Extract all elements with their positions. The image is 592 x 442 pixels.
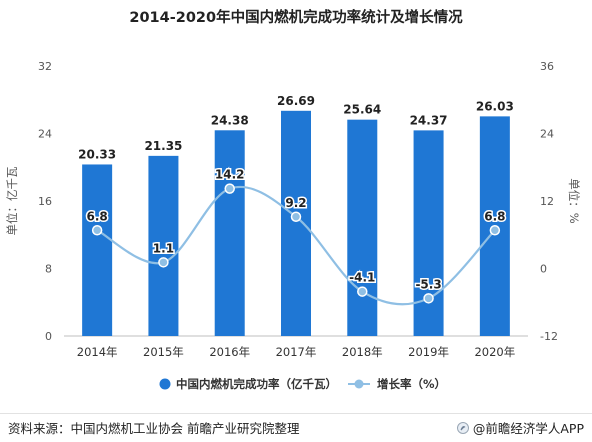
bar-value-label: 26.03 [476, 99, 514, 113]
growth-rate-label: 1.1 [153, 241, 174, 255]
y-tick-label-left: 16 [38, 195, 52, 208]
bar [214, 130, 245, 336]
growth-rate-label-halo: -5.3 [415, 277, 441, 291]
x-tick-label: 2018年 [342, 345, 383, 359]
bar [281, 110, 311, 336]
y-tick-label-right: 36 [540, 60, 554, 73]
growth-rate-point [158, 257, 169, 268]
bar [148, 155, 179, 336]
x-tick-label: 2016年 [209, 345, 250, 359]
legend-bar-label: 中国内燃机完成功率（亿千瓦） [176, 377, 337, 391]
legend-line-marker [354, 379, 364, 389]
bar-value-label: 26.69 [277, 94, 315, 108]
brand-text: @前瞻经济学人APP [472, 421, 584, 436]
bar-value-label: 21.35 [144, 139, 182, 153]
bar [82, 164, 113, 336]
source-text: 资料来源：中国内燃机工业协会 前瞻产业研究院整理 [8, 421, 300, 436]
growth-rate-label-halo: -4.1 [349, 271, 375, 285]
x-tick-label: 2014年 [77, 345, 118, 359]
source-footer: 资料来源：中国内燃机工业协会 前瞻产业研究院整理 @前瞻经济学人APP [0, 413, 592, 442]
y-tick-label-left: 8 [45, 263, 52, 276]
growth-rate-label-halo: 14.2 [215, 168, 245, 182]
y-tick-label-right: 24 [540, 128, 554, 141]
x-tick-label: 2020年 [474, 345, 515, 359]
x-tick-label: 2015年 [143, 345, 184, 359]
growth-rate-label: 6.8 [87, 209, 108, 223]
bar-value-label: 25.64 [343, 103, 381, 117]
bar-value-label: 20.33 [78, 147, 116, 161]
x-tick-label: 2019年 [408, 345, 449, 359]
bar [413, 130, 444, 336]
y-tick-label-left: 0 [45, 330, 52, 343]
growth-rate-label-halo: 6.8 [484, 209, 505, 223]
y-tick-label-right: -12 [540, 330, 558, 343]
legend-line-label: 增长率（%） [377, 377, 446, 391]
growth-rate-label: 9.2 [285, 196, 306, 210]
brand-credit: @前瞻经济学人APP [456, 418, 584, 437]
growth-rate-point [290, 211, 302, 222]
y-tick-label-right: 12 [540, 195, 554, 208]
growth-rate-point [423, 293, 434, 304]
y-tick-label-left: 24 [38, 128, 52, 141]
chart-title: 2014-2020年中国内燃机完成功率统计及增长情况 [129, 10, 463, 26]
bar [347, 119, 378, 336]
y-tick-label-right: 0 [540, 263, 547, 276]
legend-bar-swatch [159, 378, 171, 390]
growth-rate-label: -5.3 [415, 277, 441, 291]
x-tick-label: 2017年 [276, 345, 317, 359]
y-tick-label-left: 32 [38, 60, 52, 73]
growth-rate-point [489, 225, 501, 236]
growth-rate-label-halo: 9.2 [285, 196, 306, 210]
growth-rate-point [357, 286, 368, 297]
growth-rate-label: -4.1 [349, 271, 375, 285]
growth-rate-label: 6.8 [484, 209, 505, 223]
growth-rate-label-halo: 6.8 [87, 209, 108, 223]
qianzhan-logo-icon [456, 421, 469, 434]
growth-rate-point [91, 225, 103, 236]
y-axis-title-right: 单位：% [567, 178, 581, 223]
bar-value-label: 24.37 [410, 113, 448, 127]
y-axis-title-left: 单位：亿千瓦 [5, 167, 19, 236]
growth-rate-label: 14.2 [215, 168, 245, 182]
growth-rate-point [224, 183, 235, 194]
growth-rate-label-halo: 1.1 [153, 241, 174, 255]
bar-value-label: 24.38 [211, 113, 249, 127]
